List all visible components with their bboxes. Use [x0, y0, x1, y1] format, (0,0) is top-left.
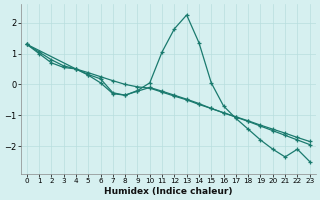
X-axis label: Humidex (Indice chaleur): Humidex (Indice chaleur)	[104, 187, 232, 196]
